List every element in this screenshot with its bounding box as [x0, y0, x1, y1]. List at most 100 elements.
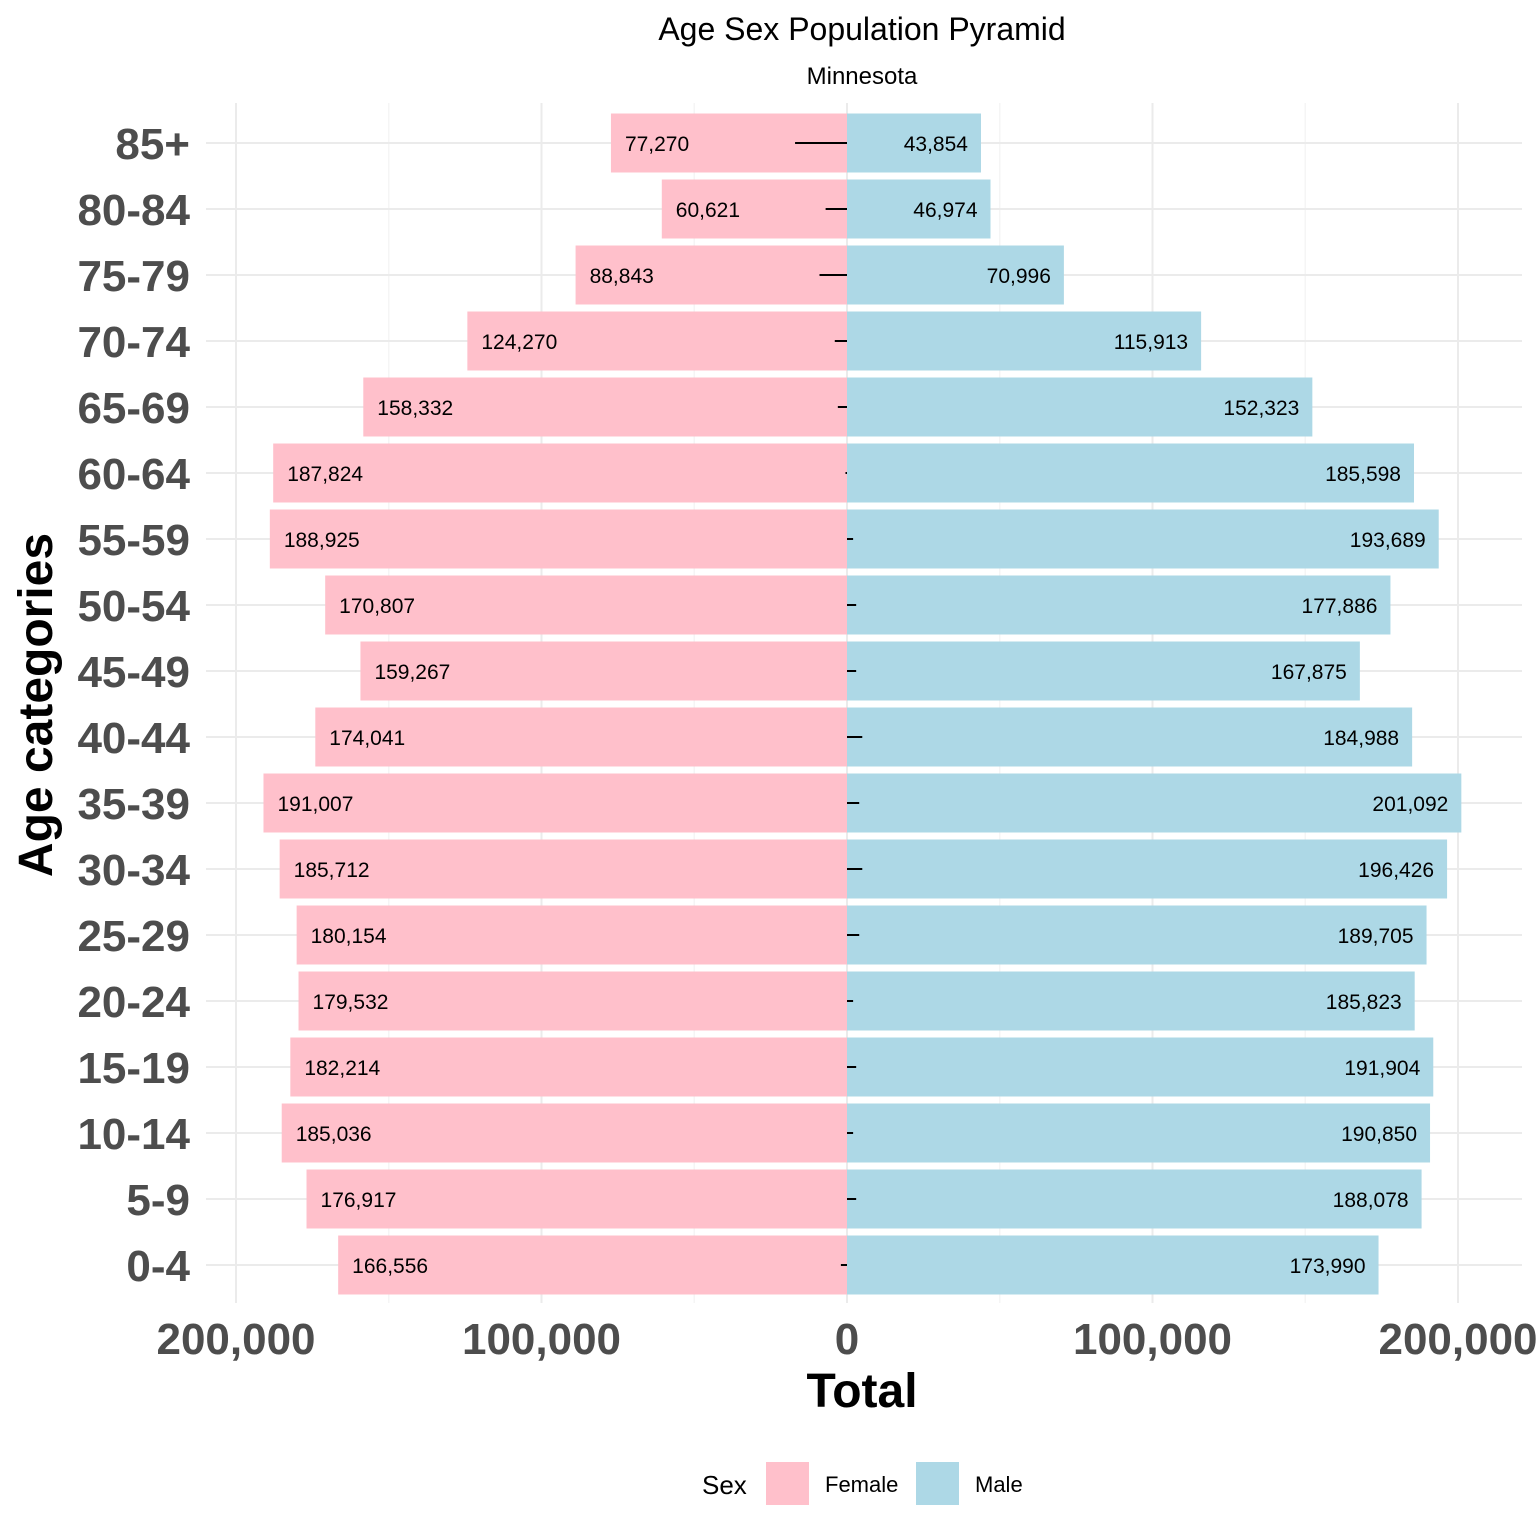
- bar-male: [847, 773, 1462, 833]
- y-tick-label: 45-49: [77, 648, 190, 697]
- y-tick-label: 80-84: [77, 186, 190, 235]
- x-tick-label: 200,000: [156, 1315, 315, 1364]
- bar-female: [467, 311, 847, 371]
- bar-label-female: 187,824: [287, 463, 363, 486]
- chart-subtitle: Minnesota: [807, 63, 918, 90]
- bar-female: [263, 773, 847, 833]
- chart-title: Age Sex Population Pyramid: [658, 11, 1065, 47]
- bar-male: [847, 311, 1202, 371]
- bar-label-male: 177,886: [1302, 595, 1378, 618]
- x-tick-label: 0: [835, 1315, 859, 1364]
- bar-female: [296, 905, 847, 965]
- bar-label-female: 174,041: [329, 727, 405, 750]
- bar-label-female: 185,712: [294, 859, 370, 882]
- bar-label-male: 193,689: [1350, 529, 1426, 552]
- bar-male: [847, 1103, 1431, 1163]
- difference-segments: [795, 142, 863, 1266]
- bar-male: [847, 509, 1439, 569]
- bar-male: [847, 839, 1448, 899]
- y-tick-label: 75-79: [77, 252, 190, 301]
- bar-label-male: 184,988: [1323, 727, 1399, 750]
- x-axis-title: Total: [806, 1365, 917, 1418]
- bar-female: [325, 575, 848, 635]
- bar-label-male: 201,092: [1372, 793, 1448, 816]
- bar-male: [847, 905, 1427, 965]
- y-tick-label: 55-59: [77, 516, 190, 565]
- legend-label-male: Male: [975, 1472, 1023, 1497]
- y-tick-label: 35-39: [77, 780, 190, 829]
- bar-label-female: 166,556: [352, 1255, 428, 1278]
- y-tick-label: 5-9: [126, 1176, 190, 1225]
- y-tick-label: 30-34: [77, 846, 190, 895]
- bar-female: [306, 1169, 847, 1229]
- bar-label-male: 185,598: [1325, 463, 1401, 486]
- bar-female: [298, 971, 847, 1031]
- bar-label-male: 185,823: [1326, 991, 1402, 1014]
- y-tick-label: 65-69: [77, 384, 190, 433]
- bar-female: [575, 245, 847, 305]
- bar-label-female: 179,532: [313, 991, 389, 1014]
- x-tick-label: 100,000: [462, 1315, 621, 1364]
- bar-label-female: 180,154: [311, 925, 387, 948]
- bar-female: [279, 839, 847, 899]
- bar-female: [269, 509, 848, 569]
- y-tick-label: 20-24: [77, 978, 190, 1027]
- bar-label-male: 189,705: [1338, 925, 1414, 948]
- bar-female: [363, 377, 847, 437]
- legend-title: Sex: [702, 1470, 747, 1500]
- y-tick-label: 0-4: [126, 1242, 190, 1291]
- bar-label-male: 43,854: [904, 133, 969, 156]
- bar-label-male: 173,990: [1290, 1255, 1366, 1278]
- bar-label-female: 159,267: [374, 661, 450, 684]
- bar-male: [847, 1235, 1379, 1295]
- bar-female: [281, 1103, 847, 1163]
- bar-label-female: 60,621: [676, 199, 740, 222]
- bar-label-male: 115,913: [1114, 331, 1188, 354]
- legend: Sex Female Male: [702, 1462, 1023, 1505]
- bar-label-male: 70,996: [987, 265, 1051, 288]
- bar-label-female: 124,270: [481, 331, 557, 354]
- y-tick-label: 85+: [115, 120, 190, 169]
- bar-label-female: 88,843: [590, 265, 654, 288]
- bar-female: [273, 443, 847, 503]
- bar-label-female: 77,270: [625, 133, 689, 156]
- x-axis-ticks: 200,000 100,000 0 100,000 200,000: [156, 1315, 1536, 1364]
- bar-male: [847, 641, 1360, 701]
- bar-labels: 166,556 173,990 176,917 188,078 185,036 190,8…: [277, 133, 1448, 1278]
- bar-label-male: 152,323: [1223, 397, 1299, 420]
- bar-label-female: 185,036: [296, 1123, 372, 1146]
- bar-label-female: 182,214: [304, 1057, 380, 1080]
- x-tick-label: 200,000: [1378, 1315, 1536, 1364]
- bar-female: [360, 641, 847, 701]
- x-tick-label: 100,000: [1073, 1315, 1232, 1364]
- bar-label-male: 191,904: [1344, 1057, 1420, 1080]
- bar-male: [847, 443, 1415, 503]
- bar-male: [847, 971, 1415, 1031]
- bar-label-female: 191,007: [277, 793, 353, 816]
- bar-label-male: 46,974: [913, 199, 978, 222]
- bar-label-female: 158,332: [377, 397, 453, 420]
- legend-label-female: Female: [825, 1472, 898, 1497]
- bar-male: [847, 707, 1413, 767]
- legend-swatch-male: [916, 1462, 959, 1505]
- bar-male: [847, 1169, 1422, 1229]
- bar-label-male: 190,850: [1341, 1123, 1417, 1146]
- bar-male: [847, 113, 981, 173]
- bar-label-female: 188,925: [284, 529, 360, 552]
- legend-swatch-female: [766, 1462, 809, 1505]
- bar-label-male: 167,875: [1271, 661, 1347, 684]
- y-tick-label: 25-29: [77, 912, 190, 961]
- bar-label-male: 196,426: [1358, 859, 1434, 882]
- bars: [263, 113, 1462, 1295]
- y-tick-label: 70-74: [77, 318, 190, 367]
- bar-male: [847, 245, 1064, 305]
- bar-female: [661, 179, 847, 239]
- y-tick-label: 50-54: [77, 582, 190, 631]
- y-tick-label: 15-19: [77, 1044, 190, 1093]
- y-axis-ticks: 0-4 5-9 10-14 15-19 20-24 25-29 30-34 35-39 40-4…: [77, 120, 190, 1291]
- bar-female: [315, 707, 847, 767]
- bar-male: [847, 575, 1391, 635]
- y-axis-title: Age categories: [10, 533, 63, 877]
- bar-male: [847, 377, 1313, 437]
